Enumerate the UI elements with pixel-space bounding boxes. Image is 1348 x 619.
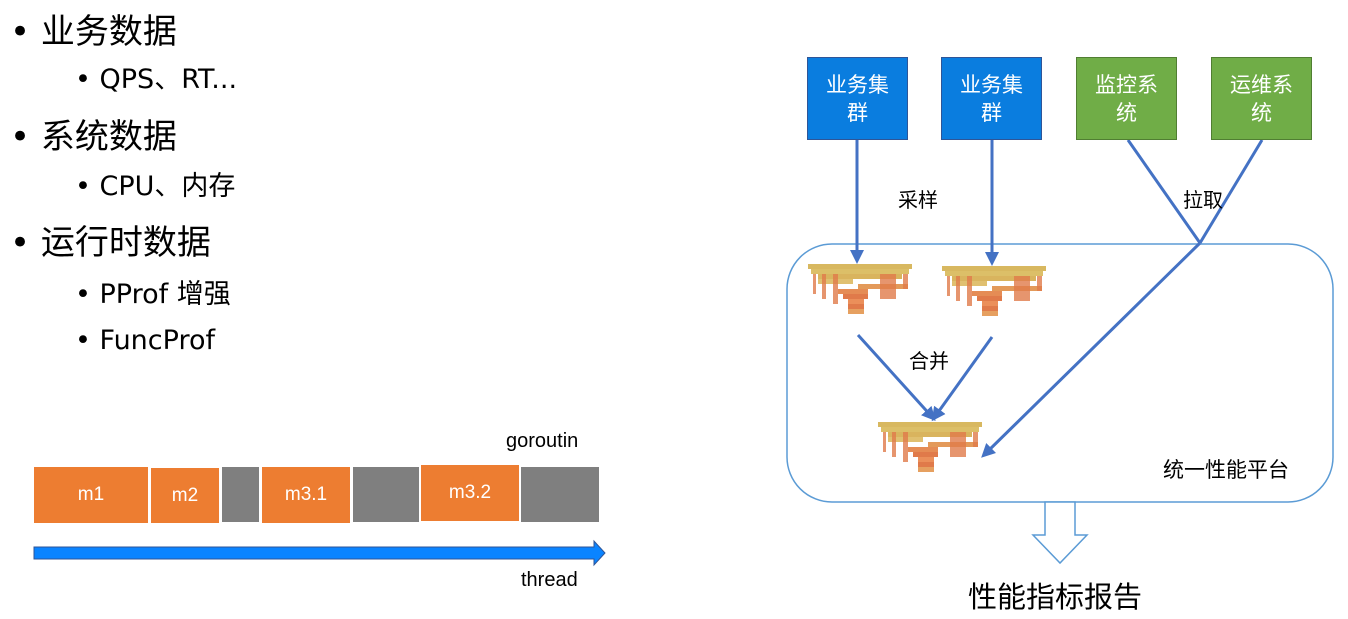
merged-flame-graph [878, 422, 982, 472]
segment-m1: m1 [34, 467, 148, 523]
ops-system-box: 运维系统 [1211, 57, 1312, 140]
sub-bullet-label: CPU、内存 [99, 171, 236, 202]
pull-line-ops [1198, 139, 1264, 244]
bullet-label: 业务数据 [40, 12, 177, 52]
sub-bullet-label: FuncProf [99, 325, 215, 356]
sub-bullet-label: QPS、RT... [99, 64, 238, 95]
bullet-business-data: • 业务数据 [10, 12, 177, 52]
flame-graph-2 [942, 266, 1046, 316]
report-label: 性能指标报告 [968, 580, 1143, 614]
bullet-label: 运行时数据 [40, 223, 211, 263]
segment-m2: m2 [151, 468, 219, 523]
thread-label: thread [521, 569, 578, 591]
merge-label: 合并 [909, 349, 949, 373]
goroutine-label: goroutin [506, 430, 579, 452]
sub-bullet: • CPU、内存 [75, 171, 236, 202]
segment-m3-2: m3.2 [421, 465, 519, 521]
platform-label: 统一性能平台 [1163, 458, 1289, 482]
merge-arrow-1 [856, 333, 936, 421]
merge-arrow-2 [931, 336, 994, 422]
monitoring-system-box: 监控系统 [1076, 57, 1177, 140]
bullet-label: 系统数据 [40, 117, 177, 157]
pull-arrow [981, 241, 1202, 458]
sample-label: 采样 [898, 188, 938, 212]
business-cluster-box: 业务集群 [807, 57, 908, 140]
segment-m3-1: m3.1 [262, 467, 350, 523]
sub-bullet: • QPS、RT... [75, 64, 238, 95]
output-hollow-arrow [1031, 501, 1089, 565]
flame-graph-1 [808, 264, 912, 314]
pull-label: 拉取 [1183, 188, 1223, 212]
bullet-system-data: • 系统数据 [10, 117, 177, 157]
bullet-runtime-data: • 运行时数据 [10, 223, 211, 263]
business-cluster-box: 业务集群 [941, 57, 1042, 140]
sub-bullet-label: PProf 增强 [99, 279, 231, 310]
segment-idle [222, 467, 259, 522]
segment-idle [521, 467, 599, 522]
thread-arrow [33, 539, 606, 567]
sub-bullet: • PProf 增强 [75, 279, 231, 310]
pull-line-monitor [1126, 139, 1202, 244]
segment-idle [353, 467, 419, 522]
sub-bullet: • FuncProf [75, 325, 215, 356]
